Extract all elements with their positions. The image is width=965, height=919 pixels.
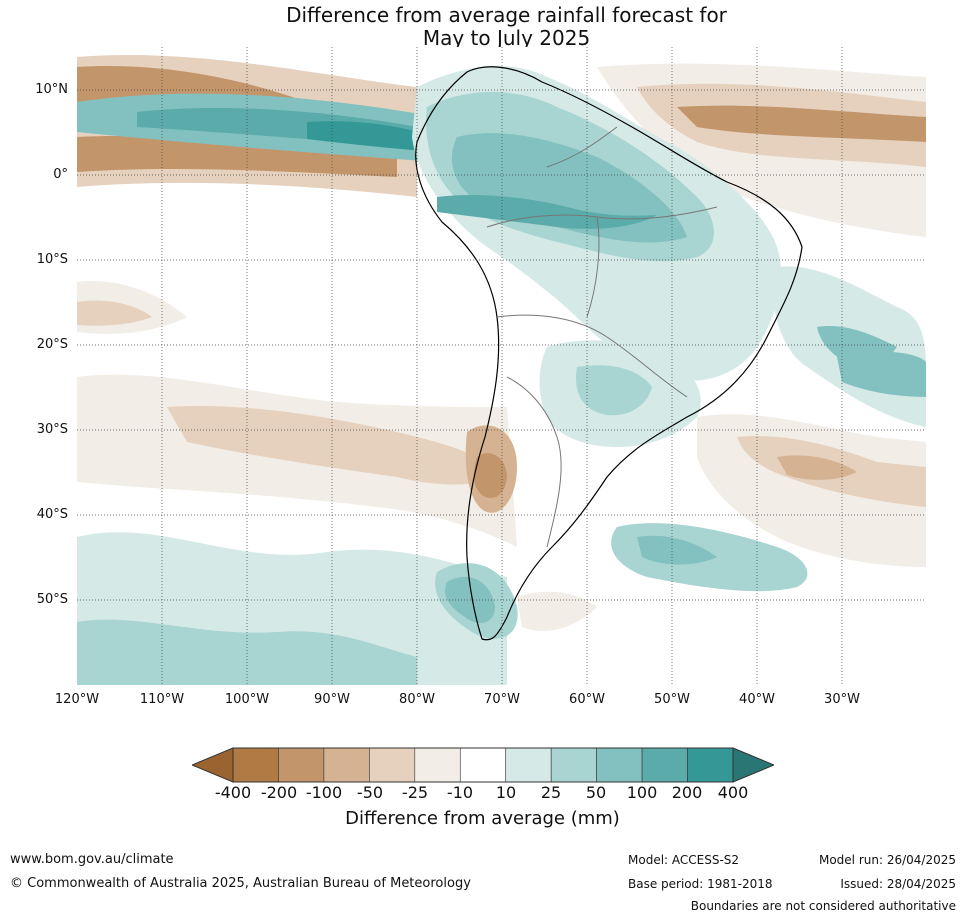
- colorbar-swatch-1: [232, 747, 279, 783]
- lon-label-40w: 40°W: [739, 692, 775, 707]
- colorbar-swatch-6: [459, 747, 507, 783]
- colorbar-swatch-4: [369, 747, 416, 783]
- lon-label-70w: 70°W: [484, 692, 520, 707]
- lat-label-50s: 50°S: [36, 592, 68, 607]
- colorbar: [192, 747, 774, 783]
- lon-label-120w: 120°W: [54, 692, 100, 707]
- lon-label-110w: 110°W: [139, 692, 185, 707]
- colorbar-swatch-5: [414, 747, 461, 783]
- colorbar-label-3: -50: [356, 783, 384, 802]
- colorbar-label-5: -10: [446, 783, 474, 802]
- colorbar-label-9: 100: [626, 783, 658, 802]
- model-run-text: Model run: 26/04/2025: [818, 853, 956, 867]
- disclaimer-text: Boundaries are not considered authoritat…: [690, 899, 956, 913]
- colorbar-swatch-10: [641, 747, 688, 783]
- lat-label-10n: 10°N: [35, 82, 68, 97]
- issued-text: Issued: 28/04/2025: [840, 877, 956, 891]
- rainfall-map: [77, 47, 926, 685]
- lon-label-80w: 80°W: [399, 692, 435, 707]
- title-line-1: Difference from average rainfall forecas…: [286, 3, 727, 27]
- southeast-pacific-dry-anomaly: [77, 281, 926, 631]
- colorbar-label-8: 50: [585, 783, 607, 802]
- amazon-wet-anomaly: [412, 66, 926, 427]
- copyright-text: © Commonwealth of Australia 2025, Austra…: [10, 876, 471, 891]
- lat-label-30s: 30°S: [36, 422, 68, 437]
- country-borders: [486, 126, 718, 548]
- colorbar-label-0: -400: [214, 783, 252, 802]
- lon-label-50w: 50°W: [654, 692, 690, 707]
- colorbar-swatch-2: [278, 747, 325, 783]
- colorbar-swatch-3: [323, 747, 370, 783]
- model-text: Model: ACCESS-S2: [628, 853, 740, 867]
- colorbar-swatch-9: [596, 747, 643, 783]
- colorbar-arrow-low: [192, 747, 234, 783]
- lat-label-0: 0°: [53, 167, 68, 182]
- south-america-coastline: [415, 66, 803, 641]
- lat-label-20s: 20°S: [36, 337, 68, 352]
- colorbar-label-7: 25: [540, 783, 562, 802]
- graticule: [77, 47, 926, 685]
- lon-label-100w: 100°W: [224, 692, 270, 707]
- lon-label-60w: 60°W: [569, 692, 605, 707]
- colorbar-swatch-7: [505, 747, 552, 783]
- website-link[interactable]: www.bom.gov.au/climate: [10, 852, 174, 867]
- colorbar-label-11: 400: [717, 783, 749, 802]
- colorbar-label-1: -200: [260, 783, 298, 802]
- colorbar-label-6: 10: [495, 783, 517, 802]
- base-period-text: Base period: 1981-2018: [628, 877, 773, 891]
- colorbar-arrow-high: [732, 747, 774, 783]
- colorbar-title: Difference from average (mm): [345, 808, 620, 829]
- map-title: Difference from average rainfall forecas…: [0, 4, 965, 50]
- colorbar-label-4: -25: [401, 783, 429, 802]
- colorbar-swatch-8: [550, 747, 597, 783]
- lat-label-10s: 10°S: [36, 252, 68, 267]
- lon-label-90w: 90°W: [314, 692, 350, 707]
- colorbar-label-2: -100: [305, 783, 343, 802]
- lon-label-30w: 30°W: [824, 692, 860, 707]
- colorbar-label-10: 200: [671, 783, 703, 802]
- title-line-2: May to July 2025: [422, 26, 591, 50]
- lat-label-40s: 40°S: [36, 507, 68, 522]
- colorbar-swatch-11: [687, 747, 734, 783]
- southeast-wet-anomaly: [539, 340, 808, 592]
